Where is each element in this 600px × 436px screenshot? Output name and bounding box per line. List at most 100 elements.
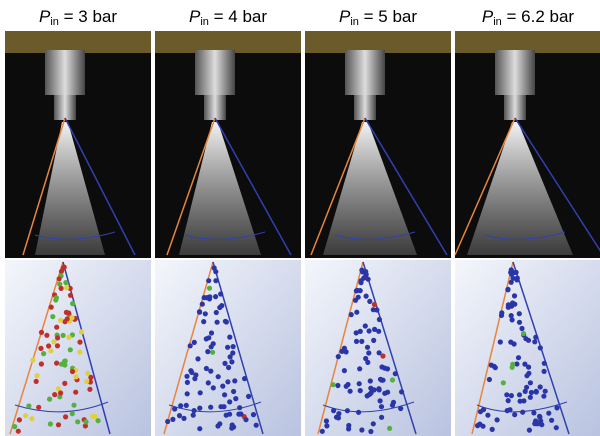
particle — [55, 335, 60, 340]
particle — [246, 394, 251, 399]
particle — [47, 397, 52, 402]
simulation-panel — [155, 260, 301, 436]
particle — [71, 403, 76, 408]
particle — [336, 415, 341, 420]
particle — [83, 419, 88, 424]
particle — [197, 406, 202, 411]
particle — [227, 335, 232, 340]
particle — [59, 286, 64, 291]
particle — [203, 311, 208, 316]
particle — [495, 417, 500, 422]
particle — [96, 418, 101, 423]
particle — [554, 425, 559, 430]
particle — [527, 428, 532, 433]
sim-bg — [5, 260, 151, 436]
particle — [222, 361, 227, 366]
particle — [211, 385, 216, 390]
label: = 5 bar — [359, 7, 417, 26]
particle — [73, 390, 78, 395]
particle — [524, 373, 529, 378]
particle — [534, 389, 539, 394]
particle — [320, 429, 325, 434]
particle — [70, 369, 75, 374]
particle — [509, 317, 514, 322]
particle — [226, 365, 231, 370]
particle — [538, 384, 543, 389]
particle — [189, 370, 194, 375]
particle — [354, 310, 359, 315]
particle — [232, 378, 237, 383]
particle — [367, 328, 372, 333]
particle — [73, 374, 78, 379]
particle — [342, 368, 347, 373]
particle — [192, 408, 197, 413]
particle — [213, 269, 218, 274]
particle — [357, 366, 362, 371]
particle — [218, 291, 223, 296]
particle — [209, 344, 214, 349]
particle — [205, 349, 210, 354]
particle — [170, 417, 175, 422]
figure: Pin = 3 barPin = 4 barPin = 5 barPin = 6… — [0, 0, 600, 436]
particle — [36, 405, 41, 410]
label: = 3 bar — [59, 7, 117, 26]
particle — [12, 424, 17, 429]
particle — [233, 396, 238, 401]
particle — [331, 382, 336, 387]
particle — [528, 380, 533, 385]
particle — [227, 399, 232, 404]
particle — [200, 302, 205, 307]
particle — [191, 413, 196, 418]
particle — [209, 330, 214, 335]
particle — [204, 295, 209, 300]
particle — [485, 413, 490, 418]
particle — [88, 375, 93, 380]
particle — [63, 414, 68, 419]
particle — [512, 302, 517, 307]
particle — [368, 378, 373, 383]
particle — [356, 410, 361, 415]
particle — [518, 399, 523, 404]
particle — [390, 403, 395, 408]
particle — [367, 299, 372, 304]
particle — [541, 394, 546, 399]
particle — [390, 377, 395, 382]
simulation-panel — [305, 260, 451, 436]
particle — [231, 389, 236, 394]
particle — [225, 379, 230, 384]
particle — [46, 343, 51, 348]
particle — [505, 408, 510, 413]
particle — [229, 359, 234, 364]
particle — [70, 301, 75, 306]
particle — [30, 358, 35, 363]
particle — [378, 377, 383, 382]
particle — [543, 389, 548, 394]
particle — [77, 350, 82, 355]
photo-panel — [155, 31, 301, 258]
particle — [68, 347, 73, 352]
particle — [215, 320, 220, 325]
particle — [372, 302, 377, 307]
particle — [371, 338, 376, 343]
particle — [342, 346, 347, 351]
particle — [243, 417, 248, 422]
particle — [489, 363, 494, 368]
nozzle-tip — [54, 95, 76, 120]
machine-top — [455, 31, 600, 53]
symbol: P — [482, 7, 494, 26]
particle — [184, 403, 189, 408]
nozzle-body — [495, 50, 535, 95]
particle — [237, 405, 242, 410]
particle — [220, 384, 225, 389]
particle — [63, 280, 68, 285]
particle — [345, 382, 350, 387]
particle — [188, 343, 193, 348]
particle — [510, 365, 515, 370]
particle — [529, 390, 534, 395]
particle — [54, 295, 59, 300]
sim-bg — [305, 260, 451, 436]
particle — [379, 415, 384, 420]
particle — [210, 350, 215, 355]
particle — [368, 429, 373, 434]
particle — [165, 419, 170, 424]
